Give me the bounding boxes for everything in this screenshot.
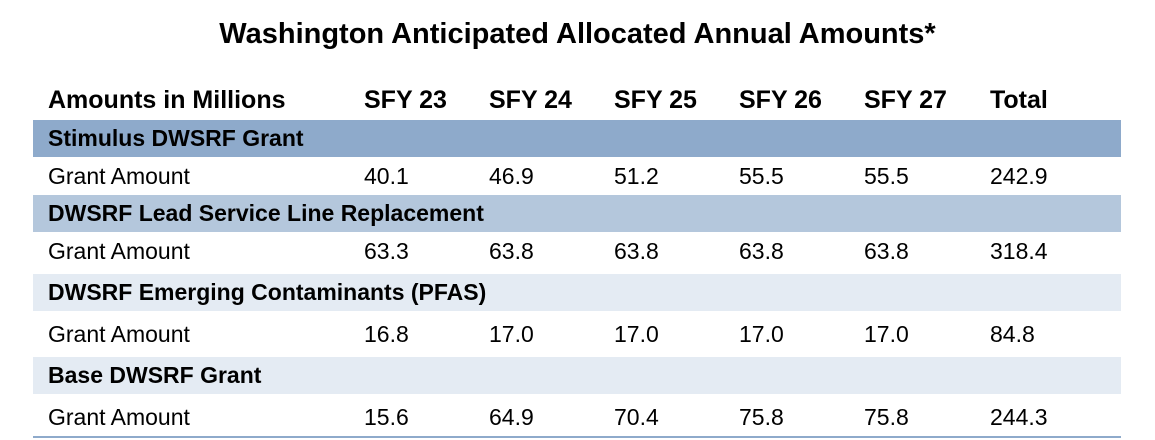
- section-row: Stimulus DWSRF Grant: [33, 120, 1121, 157]
- table-cell: 17.0: [739, 320, 784, 347]
- column-header: Total: [990, 85, 1048, 114]
- table-cell: 64.9: [489, 403, 534, 430]
- table-cell: 84.8: [990, 320, 1035, 347]
- table-row: Grant Amount 40.1 46.9 51.2 55.5 55.5 24…: [33, 157, 1121, 195]
- row-label: Grant Amount: [48, 162, 190, 189]
- allocations-table: Amounts in Millions SFY 23 SFY 24 SFY 25…: [33, 80, 1121, 438]
- table-cell: 242.9: [990, 162, 1048, 189]
- table-row: Grant Amount 63.3 63.8 63.8 63.8 63.8 31…: [33, 232, 1121, 270]
- table-cell: 244.3: [990, 403, 1048, 430]
- table-cell: 63.8: [489, 237, 534, 264]
- section-row: Base DWSRF Grant: [33, 357, 1121, 394]
- table-cell: 40.1: [364, 162, 409, 189]
- table-cell: 63.3: [364, 237, 409, 264]
- table-cell: 75.8: [864, 403, 909, 430]
- table-cell: 51.2: [614, 162, 659, 189]
- section-title: Stimulus DWSRF Grant: [48, 125, 304, 151]
- table-cell: 70.4: [614, 403, 659, 430]
- table-cell: 55.5: [739, 162, 784, 189]
- table-row: Grant Amount 15.6 64.9 70.4 75.8 75.8 24…: [33, 398, 1121, 438]
- table-cell: 17.0: [614, 320, 659, 347]
- row-label: Grant Amount: [48, 403, 190, 430]
- table-title: Washington Anticipated Allocated Annual …: [219, 18, 936, 50]
- section-title: DWSRF Emerging Contaminants (PFAS): [48, 279, 487, 305]
- section-row: DWSRF Emerging Contaminants (PFAS): [33, 274, 1121, 311]
- section-title: DWSRF Lead Service Line Replacement: [48, 200, 484, 226]
- row-label: Grant Amount: [48, 237, 190, 264]
- column-header: SFY 25: [614, 85, 697, 114]
- table-cell: 55.5: [864, 162, 909, 189]
- section-title: Base DWSRF Grant: [48, 362, 262, 388]
- column-header: SFY 27: [864, 85, 947, 114]
- table-cell: 318.4: [990, 237, 1048, 264]
- table-cell: 17.0: [864, 320, 909, 347]
- table-row: Grant Amount 16.8 17.0 17.0 17.0 17.0 84…: [33, 315, 1121, 353]
- table-cell: 63.8: [614, 237, 659, 264]
- column-header: SFY 23: [364, 85, 447, 114]
- table-cell: 63.8: [739, 237, 784, 264]
- column-header: SFY 26: [739, 85, 822, 114]
- table-cell: 16.8: [364, 320, 409, 347]
- section-row: DWSRF Lead Service Line Replacement: [33, 195, 1121, 232]
- table-cell: 63.8: [864, 237, 909, 264]
- header-row: Amounts in Millions SFY 23 SFY 24 SFY 25…: [33, 80, 1121, 120]
- table-cell: 15.6: [364, 403, 409, 430]
- header-label: Amounts in Millions: [48, 85, 286, 114]
- table-cell: 46.9: [489, 162, 534, 189]
- column-header: SFY 24: [489, 85, 572, 114]
- row-label: Grant Amount: [48, 320, 190, 347]
- table-cell: 75.8: [739, 403, 784, 430]
- table-cell: 17.0: [489, 320, 534, 347]
